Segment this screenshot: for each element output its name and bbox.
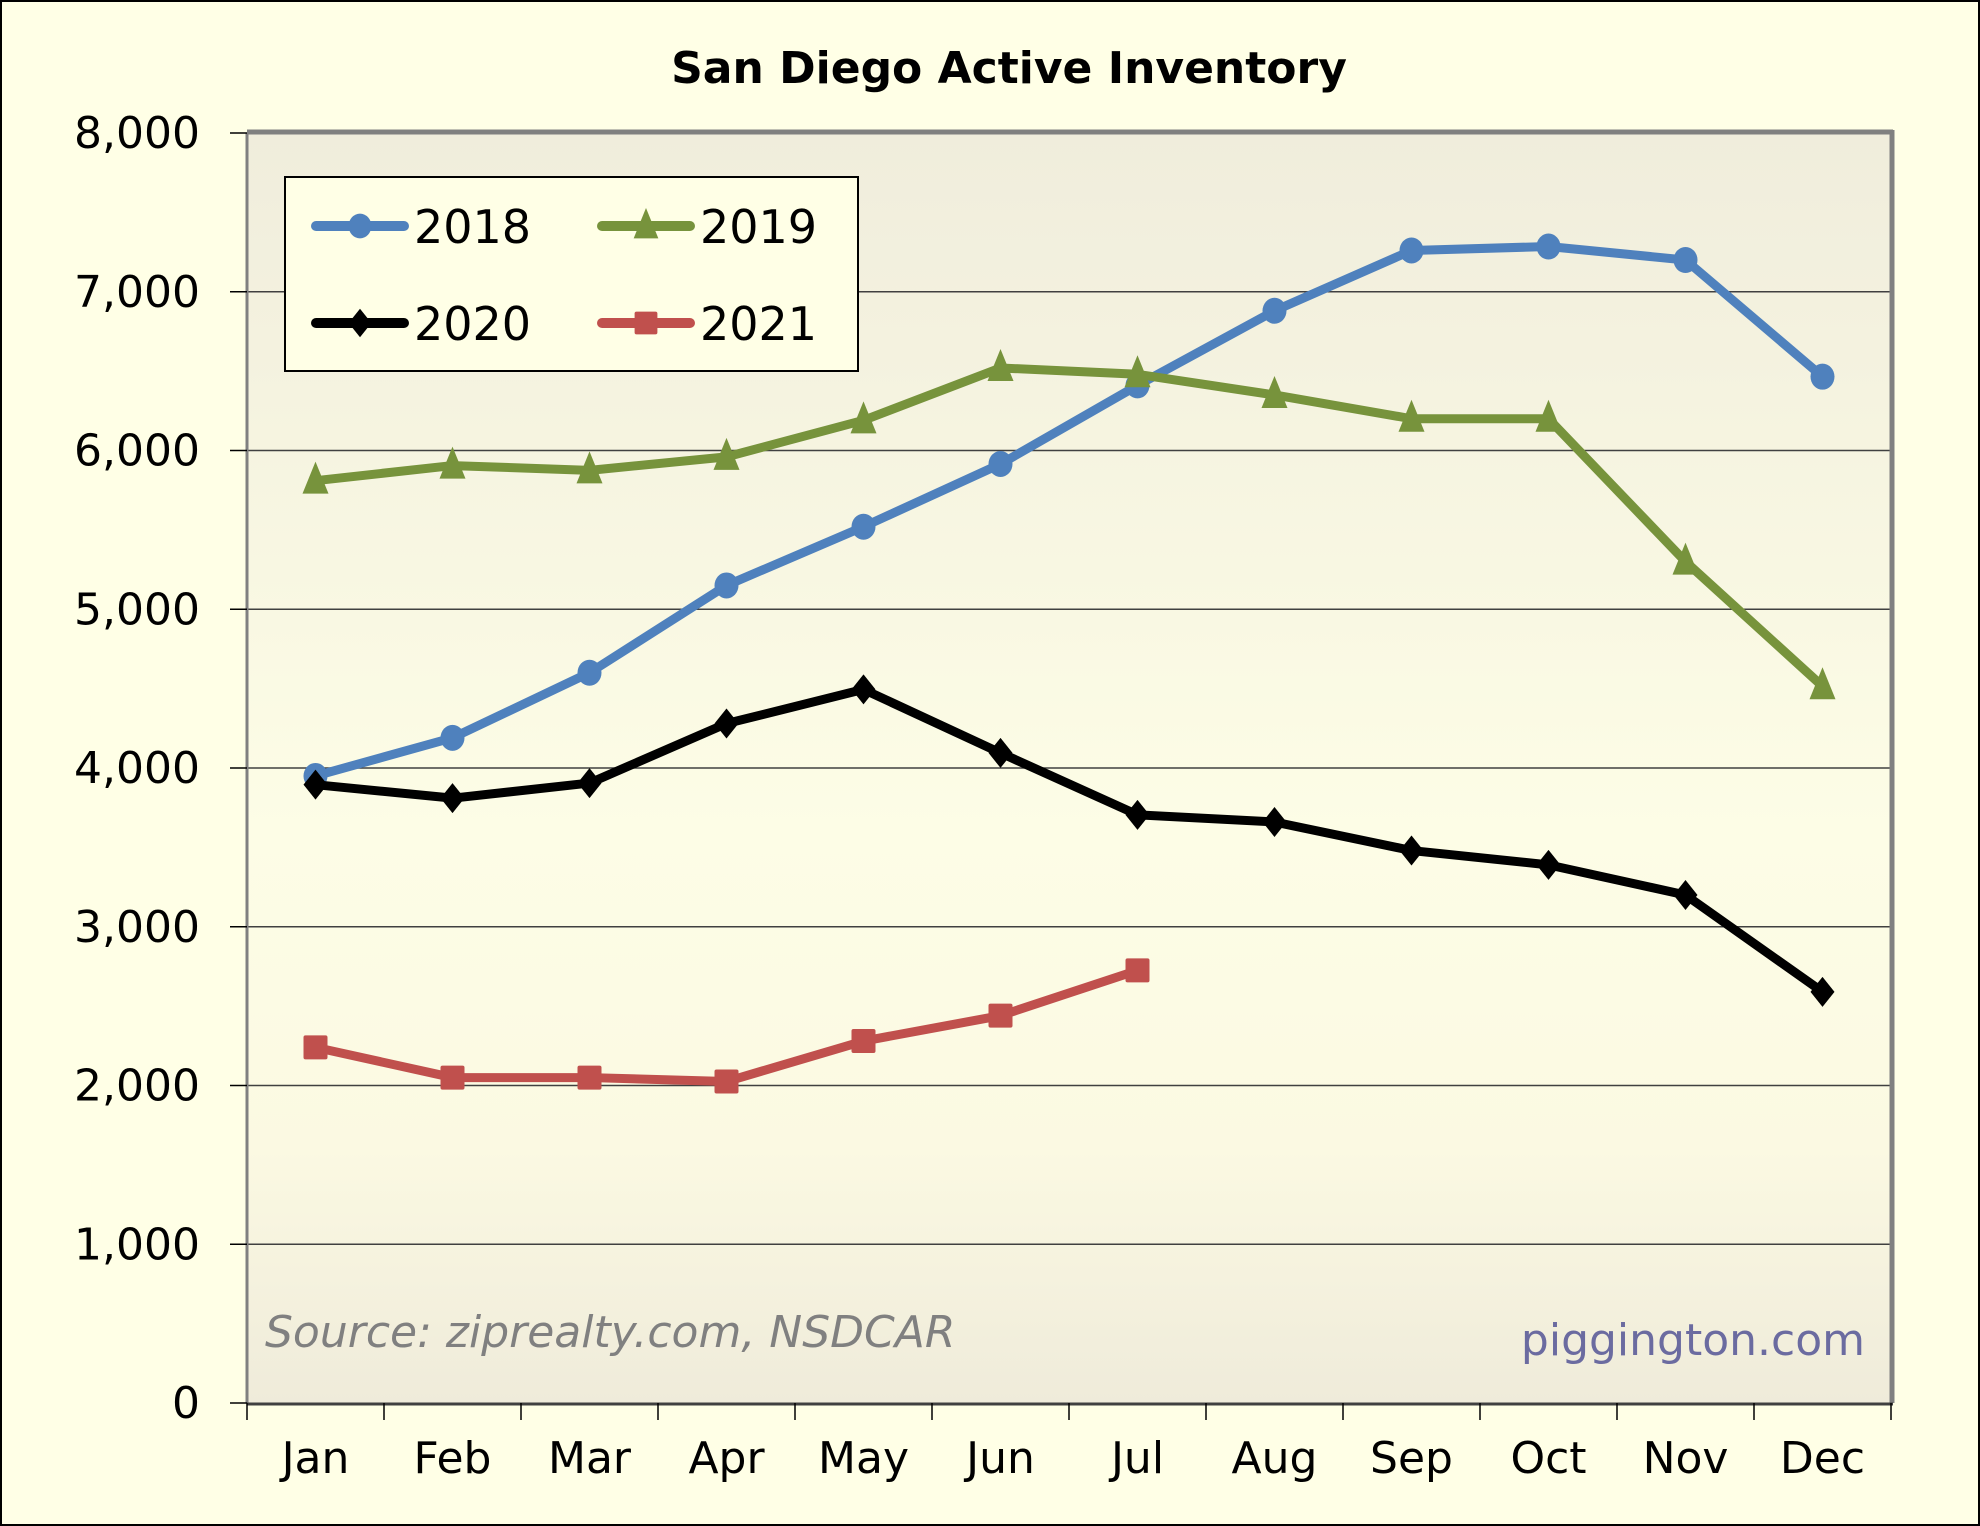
source-annotation: Source: ziprealty.com, NSDCAR (265, 1307, 955, 1358)
annotations: Source: ziprealty.com, NSDCAR piggington… (265, 1307, 1865, 1366)
series-2019 (302, 348, 1836, 700)
y-tick-label: 4,000 (74, 743, 200, 794)
series-line-2019 (315, 363, 1826, 690)
data-point-2018-nov (1673, 247, 1698, 273)
data-point-2018-mar (577, 659, 602, 686)
y-tick-label: 5,000 (74, 584, 200, 635)
legend-item-2021: 2021 (597, 297, 817, 351)
y-tick-label: 8,000 (74, 108, 200, 159)
legend-label: 2020 (414, 297, 531, 351)
x-tick-label: Jun (963, 1433, 1035, 1484)
legend-item-2020: 2020 (311, 297, 531, 351)
axes (230, 132, 1893, 1420)
legend: 2018 2019 2020 2021 (284, 176, 859, 372)
data-point-2020-mar (577, 768, 602, 799)
data-point-2018-may (851, 513, 876, 540)
data-point-2020-aug (1262, 806, 1287, 837)
data-point-2019-feb (439, 446, 466, 479)
data-point-2020-may (851, 674, 876, 705)
series-layer (302, 233, 1836, 1094)
y-tick-label: 1,000 (74, 1219, 200, 1270)
series-2020 (303, 674, 1835, 1007)
series-2018 (303, 233, 1835, 789)
data-point-2018-sep (1399, 237, 1424, 264)
legend-label: 2018 (414, 200, 531, 254)
data-point-2021-mar (577, 1065, 602, 1090)
data-point-2019-aug (1261, 375, 1288, 408)
data-point-2018-dec (1810, 363, 1835, 390)
data-point-2020-feb (440, 783, 465, 814)
legend-marker-diamond-icon (348, 308, 372, 338)
data-point-2019-jul (1124, 355, 1151, 388)
legend-item-2018: 2018 (311, 200, 531, 254)
data-point-2020-jul (1125, 799, 1150, 830)
data-point-2021-feb (440, 1065, 465, 1090)
series-line-2018 (314, 242, 1826, 781)
x-tick-label: Aug (1232, 1433, 1318, 1484)
y-tick-label: 0 (172, 1378, 200, 1429)
data-point-2020-apr (714, 708, 739, 739)
data-point-2019-oct (1535, 399, 1562, 432)
legend-marker-triangle-icon (633, 207, 659, 239)
x-tick-label: Sep (1370, 1433, 1453, 1484)
legend-item-2019: 2019 (597, 200, 817, 254)
watermark-annotation: piggington.com (1521, 1315, 1865, 1366)
x-tick-label: May (818, 1433, 909, 1484)
data-point-2020-oct (1536, 849, 1561, 880)
data-point-2021-jul (1125, 958, 1150, 983)
data-point-2019-nov (1672, 542, 1699, 575)
legend-box (284, 176, 859, 372)
x-tick-label: Feb (414, 1433, 492, 1484)
x-axis-tick-labels: Jan Feb Mar Apr May Jun Jul Aug Sep Oct Nov Dec (279, 1433, 1865, 1484)
x-tick-label: Apr (688, 1433, 765, 1484)
data-point-2019-sep (1398, 399, 1425, 432)
legend-label: 2021 (700, 297, 817, 351)
data-point-2018-oct (1536, 233, 1561, 260)
data-point-2018-feb (440, 724, 465, 751)
x-tick-label: Jul (1108, 1433, 1164, 1484)
y-tick-label: 6,000 (74, 426, 200, 477)
y-axis-tick-labels: 0 1,000 2,000 3,000 4,000 5,000 6,000 7,000 8,00… (74, 108, 200, 1429)
data-point-2021-apr (714, 1069, 739, 1094)
data-point-2019-jun (987, 348, 1014, 381)
data-point-2020-jan (303, 769, 328, 800)
data-point-2020-dec (1810, 976, 1835, 1007)
data-point-2019-apr (713, 437, 740, 470)
chart-title: San Diego Active Inventory (671, 43, 1347, 94)
y-tick-label: 7,000 (74, 267, 200, 318)
x-tick-label: Jan (279, 1433, 350, 1484)
data-point-2020-jun (988, 737, 1013, 768)
legend-marker-square-icon (634, 311, 658, 335)
x-tick-label: Dec (1780, 1433, 1865, 1484)
data-point-2018-aug (1262, 297, 1287, 324)
series-line-2020 (315, 684, 1826, 996)
data-point-2019-may (850, 401, 877, 434)
data-point-2019-dec (1809, 667, 1836, 700)
data-point-2019-mar (576, 451, 603, 484)
x-tick-label: Oct (1510, 1433, 1586, 1484)
legend-label: 2019 (700, 200, 817, 254)
y-tick-label: 2,000 (74, 1061, 200, 1112)
data-point-2021-may (851, 1029, 876, 1054)
series-2021 (303, 958, 1150, 1094)
data-point-2020-nov (1673, 880, 1698, 910)
data-point-2018-apr (714, 572, 739, 599)
data-point-2021-jan (303, 1035, 328, 1060)
x-tick-label: Nov (1643, 1433, 1729, 1484)
legend-marker-circle-icon (348, 213, 372, 239)
data-point-2019-jan (302, 461, 329, 494)
data-point-2021-jun (988, 1003, 1013, 1028)
data-point-2018-jun (988, 450, 1013, 477)
y-tick-label: 3,000 (74, 902, 200, 953)
x-tick-label: Mar (548, 1433, 632, 1484)
data-point-2020-sep (1399, 835, 1424, 866)
